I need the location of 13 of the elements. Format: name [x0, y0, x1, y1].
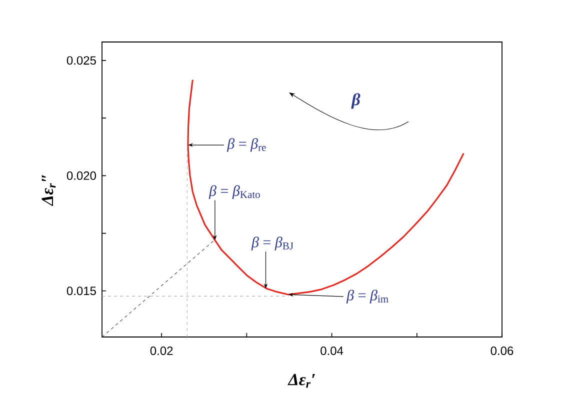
annotation: β = β$_{Kato}$	[208, 185, 260, 200]
y-tick-label: 0.020	[66, 171, 96, 180]
y-axis-title: Δε$_{r}$″	[42, 175, 56, 206]
y-tick-label: 0.015	[66, 286, 96, 296]
annotation: β = β$_{im}$	[346, 290, 388, 304]
x-tick-label: 0.06	[490, 346, 514, 356]
x-tick-label: 0.04	[320, 346, 344, 356]
annotation: β = β$_{re}$	[226, 138, 266, 152]
x-axis-title: Δε$_{r}$′	[288, 374, 315, 388]
x-tick-label: 0.02	[150, 346, 173, 356]
y-tick-label: 0.025	[66, 56, 96, 65]
annotation: β	[351, 93, 360, 109]
annotation: β = β$_{BJ}$	[251, 236, 294, 250]
